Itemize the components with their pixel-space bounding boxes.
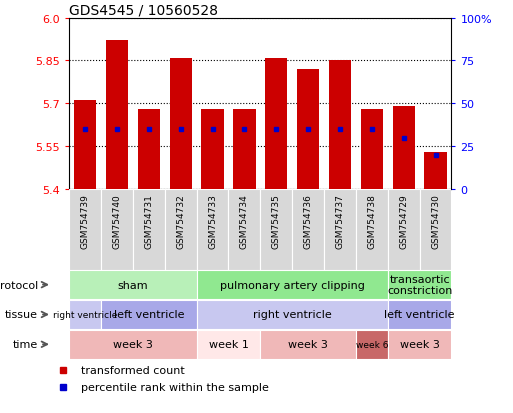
Bar	[196, 330, 261, 359]
Text: GSM754740: GSM754740	[112, 194, 122, 248]
Bar	[202, 110, 224, 190]
Bar	[292, 190, 324, 270]
Bar	[297, 70, 319, 190]
Text: GDS4545 / 10560528: GDS4545 / 10560528	[69, 3, 218, 17]
Bar	[388, 271, 451, 299]
Bar	[324, 190, 356, 270]
Text: GSM754737: GSM754737	[336, 194, 344, 248]
Bar	[420, 190, 451, 270]
Bar	[361, 110, 383, 190]
Bar	[101, 300, 196, 329]
Bar	[170, 59, 192, 190]
Bar	[356, 190, 388, 270]
Text: sham: sham	[117, 280, 148, 290]
Bar	[196, 271, 388, 299]
Text: tissue: tissue	[5, 310, 38, 320]
Text: GSM754732: GSM754732	[176, 194, 185, 248]
Bar	[388, 190, 420, 270]
Bar	[424, 152, 447, 190]
Bar	[356, 330, 388, 359]
Bar	[69, 330, 196, 359]
Text: time: time	[13, 339, 38, 349]
Text: week 3: week 3	[113, 339, 153, 349]
Text: GSM754734: GSM754734	[240, 194, 249, 248]
Bar	[74, 101, 96, 190]
Bar	[228, 190, 261, 270]
Bar	[261, 330, 356, 359]
Text: GSM754729: GSM754729	[399, 194, 408, 248]
Text: left ventricle: left ventricle	[384, 310, 455, 320]
Bar	[388, 300, 451, 329]
Text: GSM754731: GSM754731	[144, 194, 153, 248]
Bar	[265, 59, 287, 190]
Bar	[165, 190, 196, 270]
Text: week 6: week 6	[356, 340, 388, 349]
Text: week 3: week 3	[400, 339, 440, 349]
Bar	[388, 330, 451, 359]
Bar	[137, 110, 160, 190]
Bar	[133, 190, 165, 270]
Text: left ventricle: left ventricle	[113, 310, 184, 320]
Text: pulmonary artery clipping: pulmonary artery clipping	[220, 280, 365, 290]
Bar	[233, 110, 255, 190]
Text: GSM754733: GSM754733	[208, 194, 217, 248]
Text: transaortic
constriction: transaortic constriction	[387, 274, 452, 296]
Bar	[69, 300, 101, 329]
Text: GSM754736: GSM754736	[304, 194, 312, 248]
Bar	[69, 271, 196, 299]
Bar	[196, 300, 388, 329]
Bar	[101, 190, 133, 270]
Bar	[392, 107, 415, 190]
Bar	[196, 190, 228, 270]
Bar	[69, 190, 101, 270]
Text: GSM754739: GSM754739	[81, 194, 90, 248]
Text: GSM754730: GSM754730	[431, 194, 440, 248]
Text: week 3: week 3	[288, 339, 328, 349]
Text: right ventricle: right ventricle	[53, 310, 117, 319]
Bar	[329, 61, 351, 190]
Bar	[261, 190, 292, 270]
Text: protocol: protocol	[0, 280, 38, 290]
Text: right ventricle: right ventricle	[253, 310, 331, 320]
Bar	[106, 41, 128, 190]
Text: GSM754738: GSM754738	[367, 194, 377, 248]
Text: percentile rank within the sample: percentile rank within the sample	[81, 382, 269, 392]
Text: transformed count: transformed count	[81, 366, 185, 375]
Text: week 1: week 1	[209, 339, 248, 349]
Text: GSM754735: GSM754735	[272, 194, 281, 248]
